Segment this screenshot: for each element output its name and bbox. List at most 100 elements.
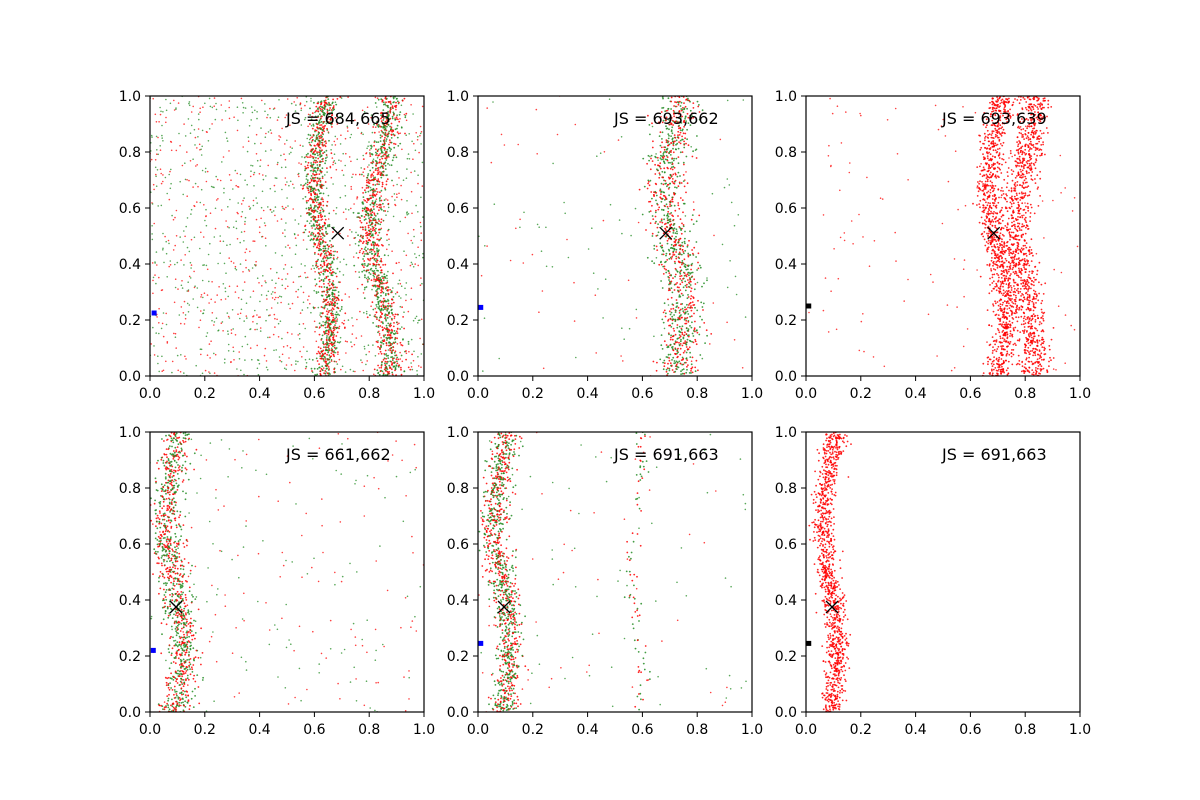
scatter-point — [310, 198, 313, 201]
scatter-point — [302, 185, 305, 187]
scatter-point — [684, 179, 686, 181]
scatter-point — [334, 317, 336, 320]
scatter-point — [679, 218, 682, 221]
scatter-point — [387, 202, 390, 205]
scatter-point — [309, 204, 312, 207]
scatter-point — [676, 341, 678, 344]
scatter-point — [667, 276, 670, 278]
scatter-point — [373, 123, 375, 126]
scatter-point — [661, 221, 664, 224]
scatter-point — [245, 259, 247, 262]
scatter-point — [673, 362, 676, 365]
scatter-point — [298, 175, 300, 178]
scatter-point — [328, 101, 330, 104]
scatter-point — [331, 122, 333, 125]
scatter-point — [335, 361, 338, 363]
scatter-point — [381, 361, 383, 364]
scatter-point — [294, 110, 297, 112]
scatter-point — [366, 181, 368, 184]
scatter-point — [364, 228, 367, 231]
scatter-point — [373, 263, 376, 266]
scatter-point — [679, 353, 682, 356]
scatter-point — [364, 264, 366, 267]
scatter-point — [684, 230, 686, 233]
scatter-point — [357, 256, 360, 259]
scatter-point — [374, 313, 377, 316]
scatter-point — [667, 97, 670, 100]
scatter-point — [401, 326, 403, 328]
scatter-point — [269, 116, 272, 119]
scatter-point — [389, 332, 392, 334]
scatter-point — [232, 262, 235, 264]
scatter-point — [321, 175, 324, 178]
scatter-point — [314, 251, 316, 254]
scatter-point — [377, 141, 380, 144]
scatter-point — [391, 356, 394, 358]
scatter-point — [357, 212, 359, 214]
scatter-point — [377, 126, 380, 128]
scatter-point — [654, 190, 657, 193]
scatter-point — [369, 273, 372, 275]
scatter-point — [367, 344, 370, 347]
scatter-point — [696, 331, 699, 334]
scatter-point — [390, 368, 393, 371]
scatter-point — [308, 231, 311, 233]
scatter-point — [667, 167, 669, 170]
scatter-point — [671, 319, 674, 322]
scatter-point — [215, 102, 217, 105]
scatter-point — [261, 190, 264, 193]
scatter-point — [386, 280, 389, 282]
scatter-point — [400, 368, 402, 371]
scatter-point — [316, 123, 318, 126]
scatter-point — [227, 295, 229, 298]
scatter-point — [200, 188, 203, 191]
scatter-point — [379, 203, 382, 206]
scatter-point — [677, 337, 680, 340]
scatter-point — [685, 155, 688, 158]
scatter-point — [391, 117, 394, 120]
scatter-point — [679, 127, 681, 129]
scatter-point — [311, 227, 314, 229]
scatter-point — [383, 282, 385, 285]
scatter-point — [376, 306, 378, 308]
scatter-point — [332, 336, 334, 339]
scatter-point — [225, 220, 227, 222]
scatter-point — [407, 340, 410, 343]
scatter-point — [677, 121, 680, 123]
scatter-point — [300, 107, 303, 110]
scatter-point — [398, 192, 400, 195]
scatter-point — [315, 224, 318, 226]
scatter-point — [281, 205, 284, 208]
scatter-point — [396, 170, 399, 173]
scatter-point — [274, 317, 276, 320]
scatter-point — [179, 180, 181, 183]
scatter-point — [223, 192, 225, 194]
scatter-point — [318, 119, 321, 122]
scatter-point — [327, 218, 330, 220]
scatter-point — [327, 275, 329, 278]
scatter-point — [379, 158, 381, 161]
scatter-point — [405, 212, 408, 214]
scatter-point — [295, 244, 298, 247]
scatter-point — [380, 301, 383, 304]
scatter-point — [319, 177, 321, 180]
scatter-point — [673, 157, 675, 160]
scatter-point — [372, 274, 375, 277]
scatter-point — [373, 144, 375, 147]
scatter-point — [214, 207, 217, 210]
scatter-point — [706, 277, 708, 279]
scatter-point — [370, 174, 373, 177]
scatter-point — [295, 363, 297, 365]
scatter-point — [395, 101, 397, 104]
scatter-point — [376, 169, 379, 172]
scatter-point — [665, 116, 668, 119]
scatter-point — [682, 286, 685, 289]
scatter-point — [321, 139, 323, 142]
scatter-point — [318, 268, 320, 270]
scatter-point — [321, 108, 323, 111]
scatter-point — [669, 289, 671, 291]
scatter-point — [366, 176, 369, 179]
scatter-point — [403, 113, 406, 116]
scatter-point — [336, 331, 339, 334]
scatter-point — [375, 258, 378, 260]
